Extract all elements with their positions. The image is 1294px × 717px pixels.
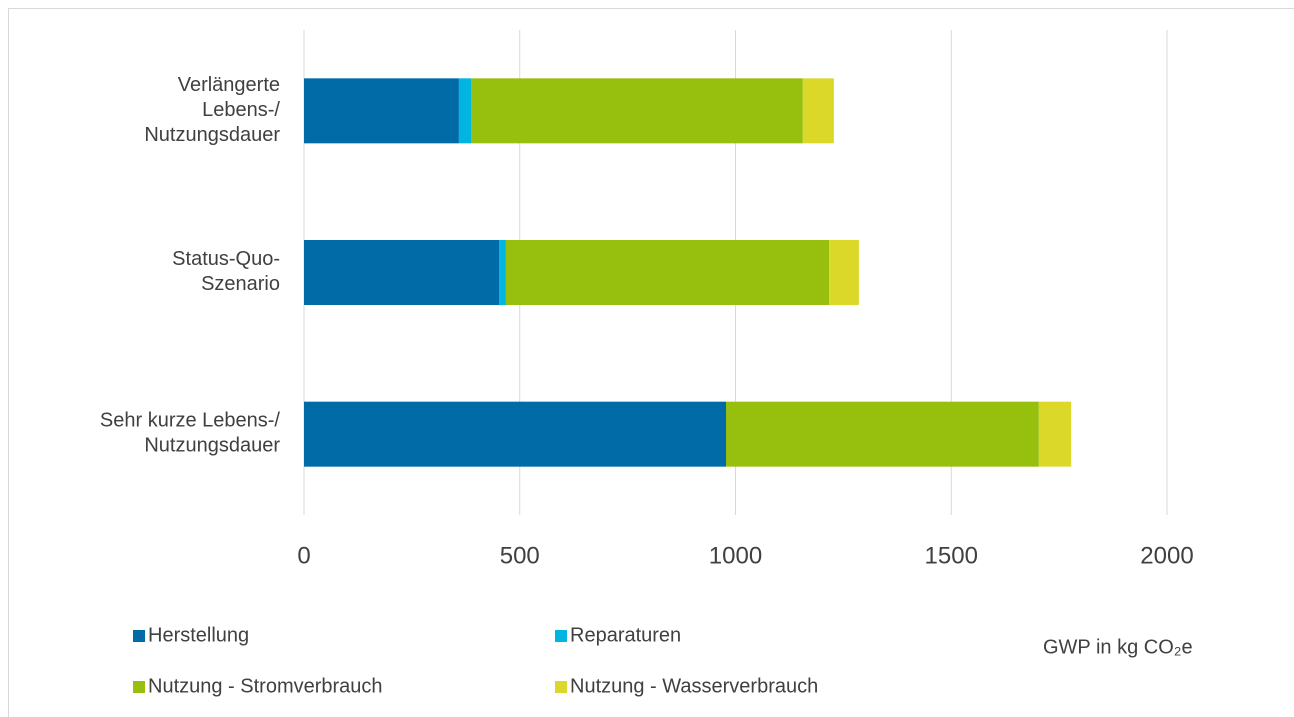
- bar-segment: [802, 78, 834, 144]
- chart-frame: [8, 8, 1294, 717]
- y-tick-label: Sehr kurze Lebens-/ Nutzungsdauer: [100, 410, 281, 457]
- bar-segment: [505, 240, 830, 305]
- legend-swatch: [555, 681, 567, 693]
- y-tick-label-line: Szenario: [201, 273, 280, 295]
- y-tick-label-line: Status-Quo-: [172, 248, 280, 270]
- bar-segment: [1038, 401, 1072, 467]
- legend-label: Reparaturen: [570, 624, 681, 646]
- y-tick-label-line: Nutzungsdauer: [144, 124, 280, 146]
- y-tick-label-line: Verlängerte: [178, 74, 280, 96]
- legend-label: Nutzung - Wasserverbrauch: [570, 675, 818, 697]
- legend-label: Herstellung: [148, 624, 249, 646]
- bar-segment: [304, 78, 459, 144]
- y-tick-label-line: Sehr kurze Lebens-/: [100, 410, 281, 432]
- y-tick-label: Status-Quo- Szenario: [172, 248, 280, 295]
- x-tick-label: 1000: [709, 542, 762, 569]
- y-tick-label: Verlängerte Lebens-/ Nutzungsdauer: [144, 74, 280, 146]
- bar-segment: [829, 240, 859, 305]
- bar-segment: [304, 401, 727, 467]
- bar-segment: [458, 78, 471, 144]
- y-tick-label-line: Lebens-/: [202, 99, 280, 121]
- legend-swatch: [133, 681, 145, 693]
- bar-segment: [470, 78, 803, 144]
- legend-swatch: [555, 630, 567, 642]
- x-tick-label: 2000: [1140, 542, 1193, 569]
- legend-label: Nutzung - Stromverbrauch: [148, 675, 383, 697]
- bar-segment: [726, 401, 1039, 467]
- bar-segment: [304, 240, 500, 305]
- legend-swatch: [133, 630, 145, 642]
- x-axis-label: GWP in kg CO₂e: [1043, 636, 1193, 658]
- x-tick-label: 1500: [925, 542, 978, 569]
- y-tick-label-line: Nutzungsdauer: [144, 435, 280, 457]
- x-tick-label: 500: [500, 542, 540, 569]
- bar-segment: [499, 240, 506, 305]
- x-tick-label: 0: [297, 542, 310, 569]
